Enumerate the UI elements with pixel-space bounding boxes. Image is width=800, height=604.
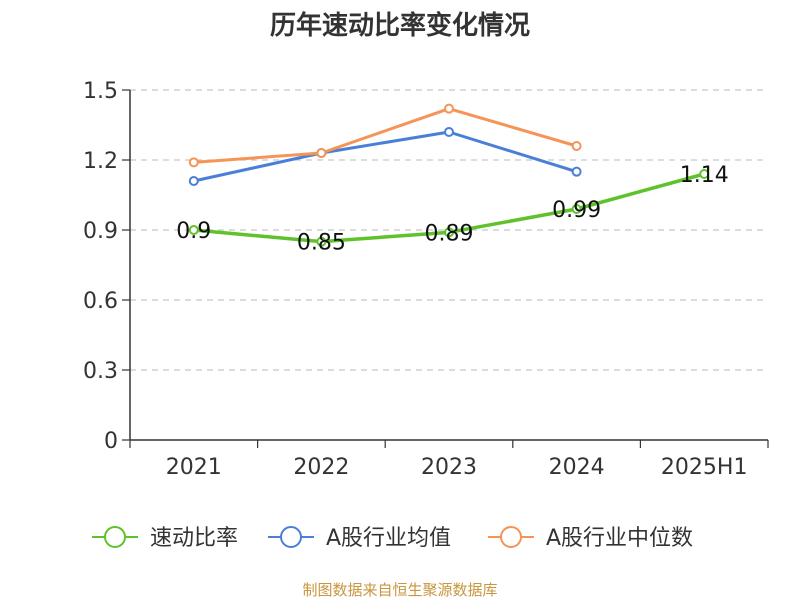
x-tick-label: 2022: [293, 455, 349, 480]
data-point[interactable]: [188, 176, 199, 186]
data-point[interactable]: [699, 169, 710, 179]
source-note: 制图数据来自恒生聚源数据库: [302, 581, 497, 599]
legend-item-0[interactable]: 速动比率: [92, 526, 238, 551]
data-label: 0.9: [176, 219, 211, 244]
data-point[interactable]: [444, 127, 454, 137]
y-tick-label: 0: [104, 429, 118, 454]
series-group: [188, 103, 710, 247]
y-tick-label: 1.2: [83, 149, 118, 174]
x-tick-label: 2024: [549, 455, 605, 480]
data-point[interactable]: [188, 225, 199, 235]
series-line-1: [192, 130, 579, 183]
legend[interactable]: 速动比率 A股行业均值 A股行业中位数: [92, 526, 693, 551]
y-tick-label: 0.6: [83, 289, 118, 314]
y-tick-label: 0.3: [83, 359, 118, 384]
data-labels: 0.9 0.85 0.89 0.99 1.14: [176, 163, 728, 256]
series-line-2: [192, 107, 579, 164]
legend-marker-icon: [280, 526, 302, 548]
chart-title: 历年速动比率变化情况: [270, 10, 530, 41]
y-tick-label: 1.5: [83, 79, 118, 104]
legend-label: A股行业均值: [326, 526, 451, 551]
data-point[interactable]: [571, 204, 582, 214]
legend-marker-icon: [500, 526, 522, 548]
data-label: 0.85: [297, 231, 346, 256]
legend-item-2[interactable]: A股行业中位数: [488, 526, 693, 551]
data-point[interactable]: [444, 227, 454, 238]
data-label: 1.14: [680, 163, 729, 188]
data-label: 0.99: [552, 198, 601, 223]
data-point[interactable]: [316, 236, 327, 247]
y-tick-label: 0.9: [83, 219, 118, 244]
x-tick-label: 2021: [166, 455, 222, 480]
data-point[interactable]: [444, 103, 454, 114]
data-point[interactable]: [571, 166, 582, 177]
data-label: 0.89: [425, 221, 474, 246]
legend-item-1[interactable]: A股行业均值: [268, 526, 451, 551]
data-point[interactable]: [571, 141, 582, 151]
data-point[interactable]: [188, 157, 199, 168]
legend-label: 速动比率: [150, 526, 238, 551]
x-tick-label: 2023: [421, 455, 477, 480]
data-point[interactable]: [316, 148, 327, 158]
legend-marker-icon: [104, 526, 126, 548]
axes: 0 0.3 0.6 0.9 1.2 1.5 2021 2022 2023 2024 2025H1: [83, 79, 769, 480]
x-tick-label: 2025H1: [661, 455, 748, 480]
legend-label: A股行业中位数: [546, 526, 693, 551]
